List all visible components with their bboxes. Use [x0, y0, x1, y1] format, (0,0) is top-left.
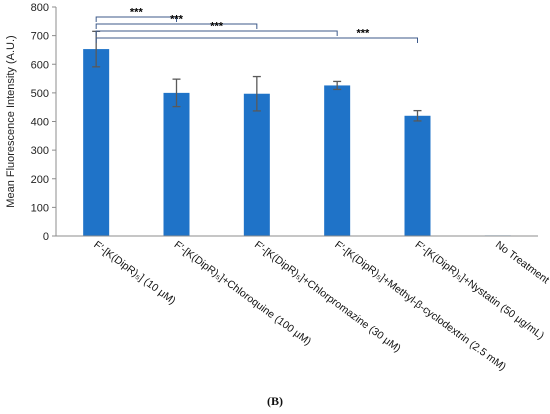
y-tick-label: 300 — [31, 145, 49, 157]
error-bar — [413, 109, 422, 122]
significance-label: *** — [356, 28, 370, 40]
x-category-label: F′-[K(DipR)₅]+Chlorpromazine (30 μM) — [252, 239, 403, 355]
y-tick-label: 100 — [31, 202, 49, 214]
x-category-label: F′-[K(DipR)₅]+Nystatin (50 μg/mL) — [413, 239, 547, 342]
y-tick-label: 500 — [31, 88, 49, 100]
bar — [404, 115, 431, 236]
y-axis-title-group: Mean Fluorescence Intensity (A.U.) — [5, 35, 17, 207]
y-tick-label: 600 — [31, 59, 49, 71]
significance-label: *** — [170, 14, 184, 26]
y-tick-label: 400 — [31, 117, 49, 129]
significance-label: *** — [130, 7, 144, 19]
significance-bracket — [95, 30, 338, 36]
error-bar — [172, 78, 181, 108]
y-axis-title: Mean Fluorescence Intensity (A.U.) — [5, 35, 17, 207]
x-category-label: F′-[K(DipR)₅]+Chloroquine (100 μM) — [172, 239, 314, 348]
significance-label: *** — [210, 21, 224, 33]
bar — [324, 85, 351, 237]
y-axis-ticks: 0 100 200 300 400 500 600 700 800 — [31, 2, 56, 243]
y-tick-label: 0 — [43, 231, 49, 243]
significance-bracket — [95, 16, 177, 22]
bars-group — [83, 49, 511, 237]
bar — [243, 93, 270, 236]
y-tick-label: 200 — [31, 174, 49, 186]
error-bar — [252, 75, 261, 112]
significance-brackets: *** *** *** *** — [95, 7, 418, 43]
x-axis-category-labels: F′-[K(DipR)₅] (10 μM)F′-[K(DipR)₅]+Chlor… — [91, 239, 550, 373]
bar — [163, 92, 190, 236]
x-category-label: F′-[K(DipR)₅] (10 μM) — [91, 239, 177, 307]
error-bar — [333, 80, 342, 91]
y-tick-label: 800 — [31, 2, 49, 14]
error-bars-group — [92, 30, 422, 122]
axes-group — [55, 7, 538, 237]
x-category-label: No Treatment — [493, 239, 550, 287]
x-category-label: F′-[K(DipR)₅]+Methyl-β-cyclodextrin (2.5… — [332, 239, 508, 373]
significance-bracket — [95, 37, 418, 43]
y-tick-label: 700 — [31, 31, 49, 43]
panel-label: (B) — [267, 394, 283, 408]
bar — [83, 49, 110, 236]
significance-bracket — [95, 23, 258, 29]
